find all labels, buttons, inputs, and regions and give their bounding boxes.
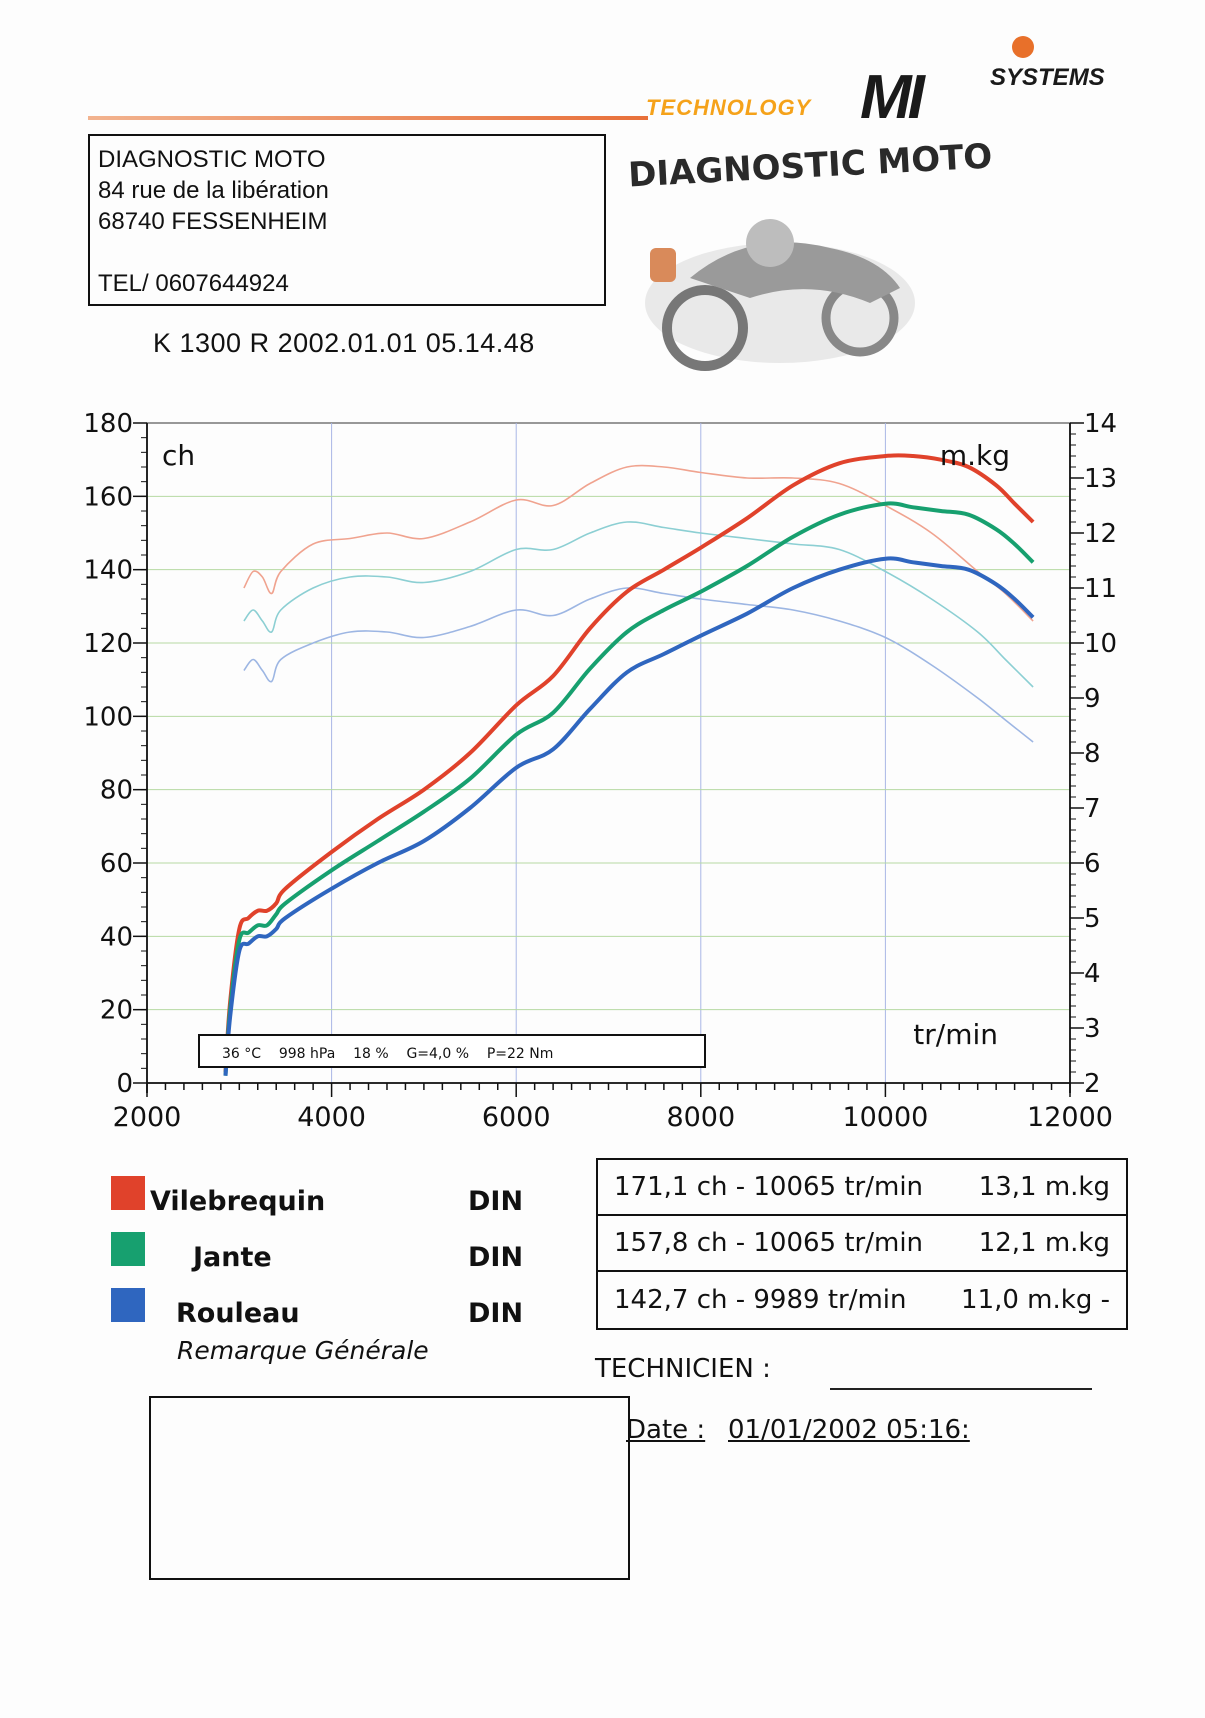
conditions-text: 36 °C 998 hPa 18 % G=4,0 % P=22 Nm [222,1046,553,1062]
result-torque: 11,0 m.kg - [961,1285,1110,1315]
y-left-tick-label: 80 [100,776,133,806]
result-power: 171,1 ch - 10065 tr/min [614,1172,924,1202]
legend-label-rouleau: Rouleau [176,1298,300,1329]
y-left-tick-label: 140 [83,556,133,586]
y-right-tick-label: 5 [1084,904,1101,934]
date-value: 01/01/2002 05:16: [728,1415,970,1445]
legend-mode-rouleau: DIN [468,1298,524,1329]
result-power: 157,8 ch - 10065 tr/min [614,1228,924,1258]
x-axis-label: tr/min [913,1018,998,1051]
street-address: 84 rue de la libération [98,177,329,204]
power-line-jante [223,501,1035,1076]
y-right-tick-label: 3 [1084,1014,1101,1044]
y-left-tick-label: 120 [83,629,133,659]
torque-curves [243,464,1034,743]
y-right-tick-label: 11 [1084,574,1117,604]
chart-axes: 2000 4000 6000 8000 10000 12000 0 20 40 60 80 100 12… [83,409,1117,1133]
y-right-tick-label: 8 [1084,739,1101,769]
torque-line-jante [243,521,1034,688]
city-address: 68740 FESSENHEIM [98,208,328,235]
phone-number: TEL/ 0607644924 [98,270,289,297]
result-row: 157,8 ch - 10065 tr/min 12,1 m.kg [598,1216,1126,1272]
x-tick-label: 8000 [666,1102,735,1133]
result-row: 171,1 ch - 10065 tr/min 13,1 m.kg [598,1160,1126,1216]
y-axis-left-label: ch [162,439,195,472]
result-torque: 12,1 m.kg [978,1228,1110,1258]
y-right-tick-label: 4 [1084,959,1101,989]
legend-swatch-rouleau [111,1288,145,1322]
y-left-tick-label: 180 [83,409,133,439]
power-line-rouleau [223,556,1035,1076]
y-left-tick-label: 0 [116,1069,133,1099]
brand-logo-dot-icon [1012,36,1034,58]
y-left-tick-label: 100 [83,702,133,732]
legend-mode-jante: DIN [468,1242,524,1273]
legend-mode-vilebrequin: DIN [468,1186,524,1217]
x-tick-label: 6000 [482,1102,551,1133]
brand-systems-text: SYSTEMS [990,64,1105,91]
x-tick-label: 4000 [297,1102,366,1133]
y-left-tick-label: 60 [100,849,133,879]
model-and-timestamp: K 1300 R 2002.01.01 05.14.48 [153,328,535,358]
motorcycle-rider-icon [645,219,915,371]
date-label: Date : [626,1415,706,1445]
power-curves [223,453,1035,1076]
y-right-tick-label: 9 [1084,684,1101,714]
y-right-tick-label: 7 [1084,794,1101,824]
y-left-tick-label: 20 [100,996,133,1026]
y-axis-right-label: m.kg [940,439,1010,472]
y-left-tick-label: 160 [83,482,133,512]
power-line-vilebrequin [223,453,1035,1073]
y-right-tick-label: 13 [1084,464,1117,494]
result-torque: 13,1 m.kg [978,1172,1110,1202]
y-left-tick-label: 40 [100,922,133,952]
remarque-label: Remarque Générale [177,1336,429,1365]
x-tick-label: 2000 [113,1102,182,1133]
header-rule [88,116,648,120]
remarque-box [149,1396,630,1580]
technicien-signature-line [830,1388,1092,1390]
legend-label-jante: Jante [193,1242,272,1273]
technicien-label: TECHNICIEN : [595,1354,771,1384]
y-right-tick-label: 12 [1084,519,1117,549]
y-right-tick-label: 6 [1084,849,1101,879]
torque-line-vilebrequin [243,464,1034,622]
result-power: 142,7 ch - 9989 tr/min [614,1285,907,1315]
legend-label-vilebrequin: Vilebrequin [150,1186,326,1217]
brand-technology-text: TECHNOLOGY [646,95,812,120]
brand-mi-logo: MI [860,63,925,132]
y-right-tick-label: 2 [1084,1069,1101,1099]
legend-swatch-jante [111,1232,145,1266]
dyno-chart: 2000 4000 6000 8000 10000 12000 0 20 40 60 80 100 12… [83,409,1117,1133]
legend-swatch-vilebrequin [111,1176,145,1210]
conditions-box [198,1034,706,1068]
x-tick-label: 12000 [1027,1102,1113,1133]
company-name: DIAGNOSTIC MOTO [98,146,326,173]
chart-grid [146,422,1071,1084]
address-box: DIAGNOSTIC MOTO 84 rue de la libération … [88,134,606,306]
torque-line-rouleau [243,587,1034,743]
x-tick-label: 10000 [842,1102,928,1133]
y-right-tick-label: 14 [1084,409,1117,439]
plot-frame [146,422,1071,1084]
results-table: 171,1 ch - 10065 tr/min 13,1 m.kg 157,8 … [596,1158,1128,1330]
y-right-tick-label: 10 [1084,629,1117,659]
result-row: 142,7 ch - 9989 tr/min 11,0 m.kg - [598,1272,1126,1328]
